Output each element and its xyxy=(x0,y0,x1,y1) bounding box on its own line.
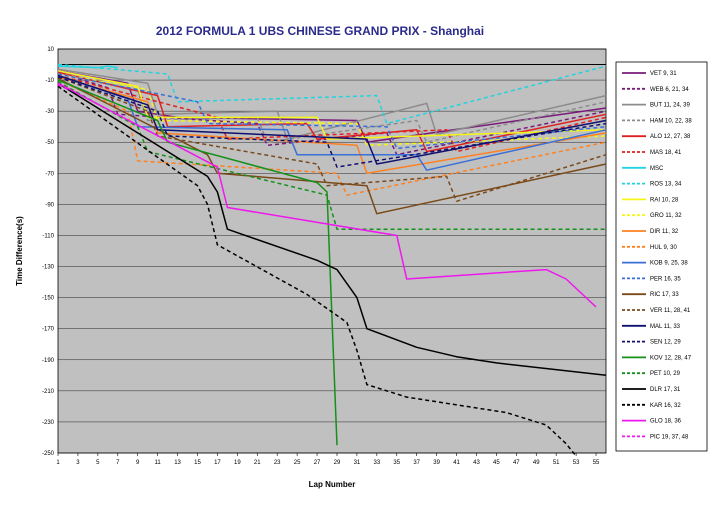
x-tick-label: 3 xyxy=(76,460,80,466)
series-line-12 xyxy=(57,74,607,171)
x-tick-label: 55 xyxy=(593,460,600,466)
legend-entry: KOV 12, 28, 47 xyxy=(650,355,692,361)
series-line-20 xyxy=(57,82,607,377)
x-tick-label: 25 xyxy=(294,460,301,466)
legend-entry: ROS 13, 34 xyxy=(650,182,682,188)
y-ticks: 10 -10 -30 -50 -70 -90 -110 -130 -150 -170 -190 -21… xyxy=(42,47,55,457)
legend-entry: RAI 10, 28 xyxy=(650,197,679,203)
legend-entry: PIC 19, 37, 48 xyxy=(650,434,689,440)
x-tick-label: 31 xyxy=(354,460,361,466)
y-tick-label: -70 xyxy=(45,171,54,177)
x-tick-label: 7 xyxy=(116,460,120,466)
legend-entry: VET 9, 31 xyxy=(650,71,677,77)
x-tick-label: 47 xyxy=(513,460,520,466)
y-tick-label: -250 xyxy=(42,451,55,457)
y-tick-label: -150 xyxy=(42,296,55,302)
series-line-13 xyxy=(57,73,607,150)
grid xyxy=(58,48,606,454)
legend-entry: VER 11, 28, 41 xyxy=(650,308,691,314)
chart-title: 2012 FORMULA 1 UBS CHINESE GRAND PRIX - … xyxy=(156,24,484,38)
plot-area xyxy=(57,48,607,454)
x-tick-label: 37 xyxy=(413,460,420,466)
y-tick-label: -50 xyxy=(45,140,54,146)
legend-entry: PET 10, 29 xyxy=(650,371,681,377)
x-tick-label: 27 xyxy=(314,460,321,466)
legend-entry: DIR 11, 32 xyxy=(650,229,679,235)
y-tick-label: 10 xyxy=(47,47,54,53)
y-tick-label: -10 xyxy=(45,78,54,84)
x-tick-label: 21 xyxy=(254,460,261,466)
series-line-19 xyxy=(57,80,606,230)
y-axis-label: Time Difference(s) xyxy=(15,216,24,286)
series-line-5 xyxy=(57,74,607,153)
series-line-7 xyxy=(57,63,607,125)
y-tick-label: -170 xyxy=(42,327,55,333)
y-tick-label: -210 xyxy=(42,389,55,395)
series-line-9 xyxy=(57,73,607,147)
legend-entry: WEB 6, 21, 34 xyxy=(650,87,689,93)
x-tick-label: 9 xyxy=(136,460,140,466)
legend-entry: HUL 9, 30 xyxy=(650,245,677,251)
legend-entry: PER 16, 35 xyxy=(650,276,681,282)
series-line-18 xyxy=(57,79,338,446)
legend-entry: KAR 16, 32 xyxy=(650,403,681,409)
series-line-23 xyxy=(57,84,69,91)
legend-entry: DLR 17, 31 xyxy=(650,387,681,393)
series-line-4 xyxy=(57,71,607,153)
series-line-8 xyxy=(57,70,607,140)
x-axis-label: Lap Number xyxy=(309,480,356,489)
legend-entry: SEN 12, 29 xyxy=(650,340,681,346)
x-tick-label: 45 xyxy=(493,460,500,466)
x-tick-label: 39 xyxy=(433,460,440,466)
x-tick-label: 17 xyxy=(214,460,221,466)
x-tick-label: 43 xyxy=(473,460,480,466)
series-line-14 xyxy=(57,77,607,215)
series-group xyxy=(57,63,607,457)
y-tick-label: -230 xyxy=(42,420,55,426)
legend-entry: KOB 9, 25, 38 xyxy=(650,261,688,267)
x-tick-label: 15 xyxy=(194,460,201,466)
legend-box xyxy=(615,61,708,452)
x-tick-label: 1 xyxy=(56,460,60,466)
series-line-16 xyxy=(57,74,607,165)
legend: VET 9, 31 WEB 6, 21, 34 BUT 11, 24, 39 HAM … xyxy=(622,71,692,440)
series-line-10 xyxy=(57,76,607,175)
series-line-17 xyxy=(57,76,607,168)
legend-entry: GRO 11, 32 xyxy=(650,213,682,219)
legend-entry: MSC xyxy=(650,166,664,172)
legend-entry: MAS 18, 41 xyxy=(650,150,682,156)
series-line-21 xyxy=(57,85,577,457)
x-tick-label: 11 xyxy=(155,460,162,466)
x-ticks: 1 3 5 7 9 11 13 15 17 19 21 23 25 27 29 31 33 35 37 39 41 43 4… xyxy=(56,453,600,466)
series-line-22 xyxy=(57,82,597,308)
legend-entry: GLO 18, 36 xyxy=(650,419,682,425)
legend-entry: ALO 12, 27, 38 xyxy=(650,134,691,140)
x-tick-label: 29 xyxy=(334,460,341,466)
x-tick-label: 53 xyxy=(573,460,580,466)
y-tick-label: -110 xyxy=(42,233,54,239)
legend-entry: MAL 11, 33 xyxy=(650,324,681,330)
x-tick-label: 33 xyxy=(373,460,380,466)
x-tick-label: 35 xyxy=(393,460,400,466)
series-line-11 xyxy=(57,79,607,196)
y-tick-label: -130 xyxy=(42,265,55,271)
x-tick-label: 23 xyxy=(274,460,281,466)
legend-entry: HAM 10, 22, 38 xyxy=(650,118,692,124)
x-tick-label: 51 xyxy=(553,460,560,466)
x-tick-label: 49 xyxy=(533,460,540,466)
legend-entry: RIC 17, 33 xyxy=(650,292,679,298)
x-tick-label: 13 xyxy=(174,460,181,466)
series-line-3 xyxy=(57,73,607,143)
series-line-6 xyxy=(57,65,118,69)
y-tick-label: -90 xyxy=(45,202,54,208)
x-tick-label: 19 xyxy=(234,460,241,466)
legend-entry: BUT 11, 24, 39 xyxy=(650,103,690,109)
y-tick-label: -30 xyxy=(45,109,54,115)
x-tick-label: 5 xyxy=(96,460,100,466)
y-tick-label: -190 xyxy=(42,358,55,364)
x-tick-label: 41 xyxy=(453,460,460,466)
series-line-15 xyxy=(57,76,607,203)
